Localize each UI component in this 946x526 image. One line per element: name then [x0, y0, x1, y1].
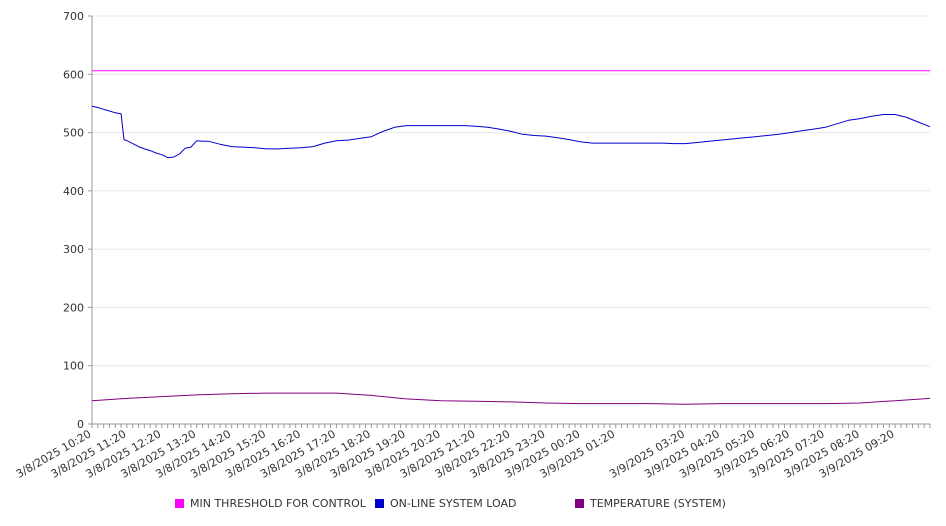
legend-label-temperature-system: TEMPERATURE (SYSTEM)	[590, 497, 726, 510]
grid-lines	[92, 15, 930, 367]
legend: MIN THRESHOLD FOR CONTROL ON-LINE SYSTEM…	[0, 497, 946, 515]
line-chart: 0 100 200 300 400 500 600 700 3/8/2025 10:203/8…	[14, 10, 931, 481]
y-tick-label: 700	[63, 10, 84, 23]
y-tick-label: 400	[63, 185, 84, 198]
series-temperature-system-line	[91, 392, 931, 405]
legend-item-temperature-system: TEMPERATURE (SYSTEM)	[575, 497, 726, 510]
legend-item-online-system-load: ON-LINE SYSTEM LOAD	[375, 497, 516, 510]
axes	[91, 16, 931, 428]
y-tick-label: 600	[63, 68, 84, 81]
y-tick-label: 100	[63, 360, 84, 373]
legend-label-min-threshold: MIN THRESHOLD FOR CONTROL	[190, 497, 366, 510]
legend-swatch-online-system-load	[375, 499, 384, 508]
y-axis-ticks: 0 100 200 300 400 500 600 700	[63, 10, 92, 431]
legend-swatch-temperature-system	[575, 499, 584, 508]
y-tick-label: 0	[77, 418, 84, 431]
series-lines	[91, 70, 931, 405]
y-tick-label: 200	[63, 301, 84, 314]
legend-label-online-system-load: ON-LINE SYSTEM LOAD	[390, 497, 517, 510]
x-axis-ticks: 3/8/2025 10:203/8/2025 11:203/8/2025 12:…	[14, 427, 897, 481]
series-online-system-load-line	[91, 105, 931, 159]
legend-swatch-min-threshold	[175, 499, 184, 508]
y-tick-label: 300	[63, 243, 84, 256]
y-tick-label: 500	[63, 127, 84, 140]
legend-item-min-threshold: MIN THRESHOLD FOR CONTROL	[175, 497, 366, 510]
